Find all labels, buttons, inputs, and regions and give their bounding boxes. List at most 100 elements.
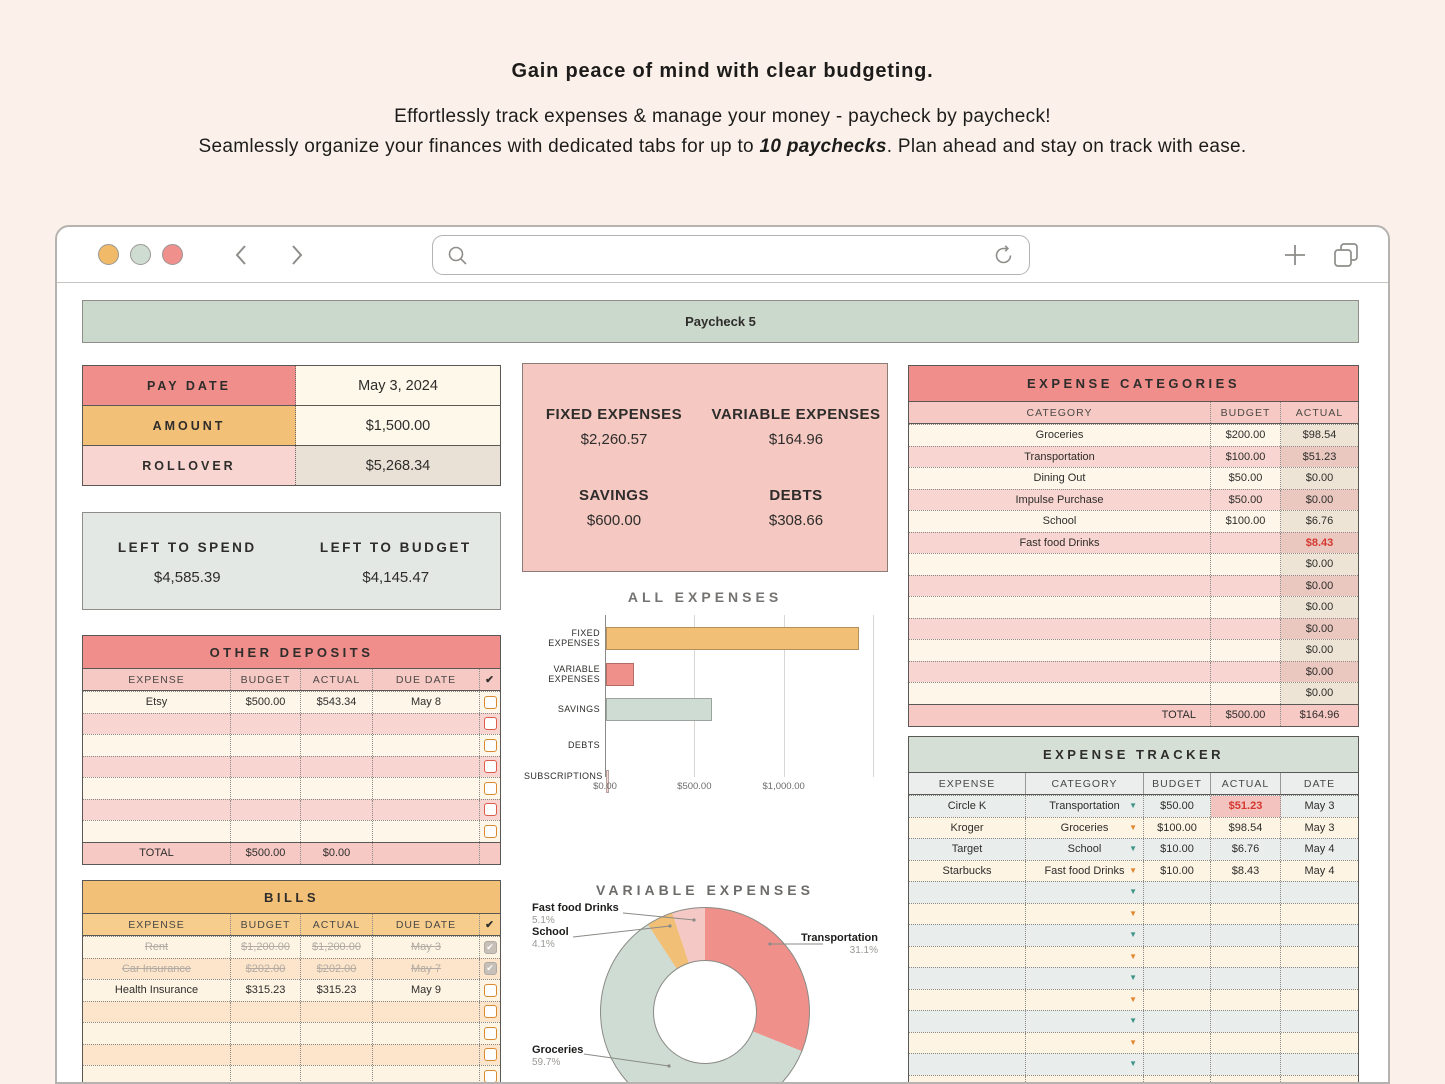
cell-budget[interactable]: $50.00 [1211,468,1281,489]
cell-actual[interactable]: $0.00 [1281,575,1358,596]
cell-expense[interactable] [909,946,1026,967]
paycheck-tab[interactable]: Paycheck 5 [82,300,1359,343]
cell-date[interactable]: May 4 [1304,864,1335,877]
category-row[interactable]: Transportation $100.00 $51.23 [909,445,1358,467]
row-checkbox[interactable]: ✔ [483,962,497,976]
row-checkbox[interactable] [483,738,497,752]
cell-actual[interactable] [1211,903,1281,924]
category-dropdown-icon[interactable]: ▼ [1129,865,1137,875]
category-dropdown-icon[interactable]: ▼ [1129,908,1137,918]
tracker-row[interactable]: ▼ [909,1053,1358,1075]
cell[interactable] [373,1001,480,1022]
cell-category[interactable]: Fast food Drinks [909,532,1211,553]
cell[interactable] [231,821,301,842]
cell-budget[interactable] [1144,946,1211,967]
cell[interactable]: $1,200.00 [301,937,373,958]
pay-info-value[interactable]: May 3, 2024 [296,366,500,405]
cell[interactable] [231,1044,301,1065]
cell[interactable] [231,1066,301,1082]
cell[interactable] [231,735,301,756]
cell-expense[interactable]: Kroger [909,817,1026,838]
window-close-button[interactable] [162,244,183,265]
cell-category[interactable]: Groceries ▼ [1026,817,1144,838]
bill-row[interactable] [83,1000,500,1022]
category-row[interactable]: $0.00 [909,660,1358,682]
cell-expense[interactable] [909,968,1026,989]
cell[interactable]: May 3 [373,937,480,958]
cell-category[interactable]: ▼ [1026,882,1144,903]
window-maximize-button[interactable] [130,244,151,265]
cell[interactable]: May 8 [373,692,480,713]
cell-actual[interactable]: $0.00 [1281,468,1358,489]
cell-category[interactable]: ▼ [1026,1054,1144,1075]
pay-info-value[interactable]: $5,268.34 [296,446,500,485]
cell-actual[interactable]: $51.23 [1211,796,1281,817]
category-dropdown-icon[interactable]: ▼ [1129,822,1137,832]
cell[interactable] [373,821,480,842]
cell[interactable] [301,1066,373,1082]
cell-date[interactable] [1281,990,1358,1011]
cell-actual[interactable]: $0.00 [1281,683,1358,704]
cell-expense[interactable]: Circle K [909,796,1026,817]
cell-category[interactable] [909,554,1211,575]
cell-expense[interactable] [909,1075,1026,1082]
cell-date[interactable] [1281,882,1358,903]
deposit-row[interactable]: Etsy $500.00 $543.34 May 8 [83,691,500,713]
cell-category[interactable]: ▼ [1026,1011,1144,1032]
cell[interactable] [373,778,480,799]
cell-expense[interactable] [909,925,1026,946]
deposit-row[interactable] [83,712,500,734]
cell[interactable] [83,735,231,756]
cell-budget[interactable]: $100.00 [1144,817,1211,838]
category-dropdown-icon[interactable]: ▼ [1129,801,1137,811]
tabs-overview-icon[interactable] [1333,242,1360,269]
cell-budget[interactable]: $50.00 [1211,489,1281,510]
row-checkbox[interactable] [483,1069,497,1082]
bill-row[interactable]: Car Insurance $202.00 $202.00 May 7 ✔ [83,957,500,979]
deposit-row[interactable] [83,820,500,842]
cell-budget[interactable] [1211,618,1281,639]
cell[interactable] [301,778,373,799]
cell-date[interactable] [1281,1011,1358,1032]
cell[interactable] [373,735,480,756]
cell-expense[interactable]: Target [909,839,1026,860]
cell-budget[interactable] [1211,597,1281,618]
cell-actual[interactable]: $98.54 [1281,425,1358,446]
cell-actual[interactable] [1211,1075,1281,1082]
cell[interactable] [231,1023,301,1044]
tracker-row[interactable]: ▼ [909,1010,1358,1032]
category-row[interactable]: Dining Out $50.00 $0.00 [909,467,1358,489]
tracker-row[interactable]: ▼ [909,1031,1358,1053]
cell[interactable] [83,778,231,799]
cell[interactable]: May 7 [373,958,480,979]
deposit-row[interactable] [83,777,500,799]
cell-category[interactable]: Transportation ▼ [1026,796,1144,817]
cell[interactable] [301,713,373,734]
forward-icon[interactable] [283,242,309,268]
cell-actual[interactable]: $98.54 [1211,817,1281,838]
cell[interactable] [231,1001,301,1022]
cell[interactable] [83,756,231,777]
cell-category[interactable]: Dining Out [909,468,1211,489]
deposit-row[interactable] [83,734,500,756]
cell-category[interactable] [909,661,1211,682]
tracker-row[interactable]: ▼ [909,881,1358,903]
cell[interactable] [373,756,480,777]
cell[interactable]: $543.34 [301,692,373,713]
cell-category[interactable]: Transportation [909,446,1211,467]
cell-date[interactable]: May 4 [1304,843,1335,856]
row-checkbox[interactable] [483,717,497,731]
cell-expense[interactable] [909,1054,1026,1075]
cell-budget[interactable] [1144,989,1211,1010]
cell-actual[interactable]: $8.43 [1281,532,1358,553]
cell[interactable] [301,756,373,777]
cell-category[interactable]: School ▼ [1026,839,1144,860]
row-checkbox[interactable] [483,695,497,709]
tracker-row[interactable]: Circle K Transportation ▼ $50.00 $51.23 May 3 [909,795,1358,817]
category-row[interactable]: $0.00 [909,639,1358,661]
cell-category[interactable]: Groceries [909,425,1211,446]
cell-category[interactable]: ▼ [1026,1032,1144,1053]
cell[interactable] [231,778,301,799]
cell-date[interactable] [1281,925,1358,946]
address-search-input[interactable] [432,235,1030,275]
